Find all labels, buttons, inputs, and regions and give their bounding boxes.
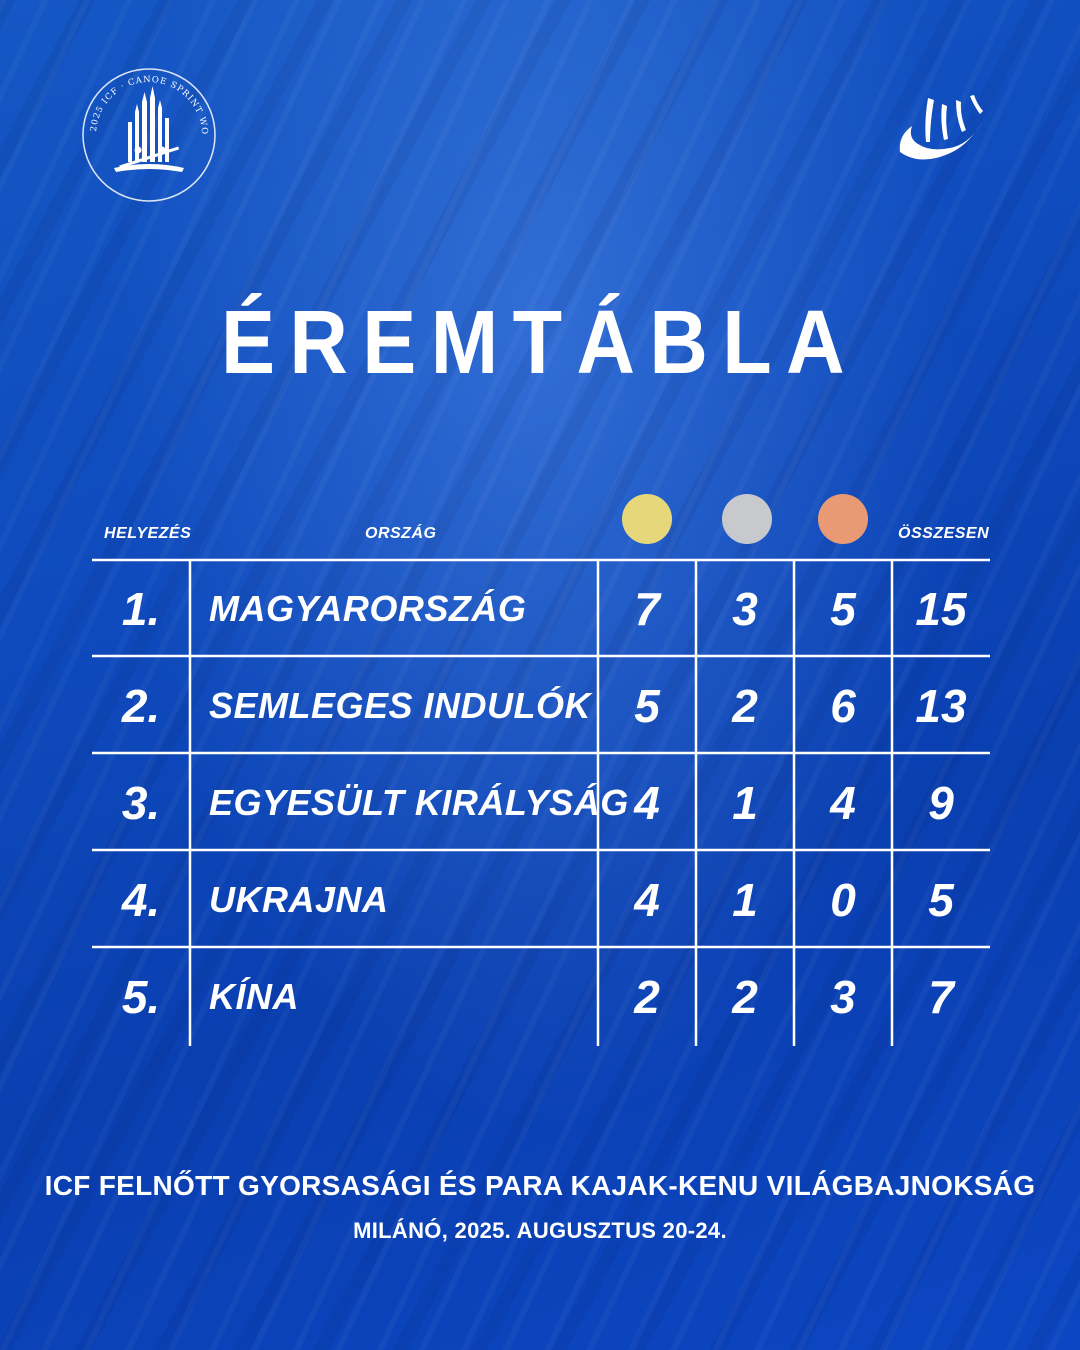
total-count-cell: 7 bbox=[928, 971, 954, 1023]
bronze-count-cell: 0 bbox=[830, 874, 856, 926]
country-cell: EGYESÜLT KIRÁLYSÁG bbox=[209, 782, 629, 823]
total-count-cell: 13 bbox=[915, 680, 967, 732]
column-header-total: ÖSSZESEN bbox=[898, 525, 990, 542]
silver-count-cell: 3 bbox=[732, 583, 758, 635]
country-cell: MAGYARORSZÁG bbox=[209, 588, 527, 629]
gold-count-cell: 4 bbox=[634, 777, 660, 829]
gold-count-cell: 2 bbox=[634, 971, 660, 1023]
total-count-cell: 9 bbox=[928, 777, 954, 829]
country-cell: SEMLEGES INDULÓK bbox=[209, 685, 592, 726]
total-count-cell: 5 bbox=[928, 874, 954, 926]
table-row: 1. MAGYARORSZÁG 7 3 5 15 bbox=[92, 561, 990, 657]
gold-count-cell: 7 bbox=[634, 583, 660, 635]
rank-cell: 5. bbox=[121, 971, 161, 1023]
event-date-location: MILÁNÓ, 2025. AUGUSZTUS 20-24. bbox=[353, 1218, 727, 1243]
column-header-country: ORSZÁG bbox=[365, 525, 437, 542]
silver-count-cell: 1 bbox=[732, 874, 758, 926]
gold-medal-icon bbox=[622, 494, 672, 544]
bronze-count-cell: 5 bbox=[830, 583, 856, 635]
bronze-count-cell: 6 bbox=[830, 680, 856, 732]
rank-cell: 2. bbox=[121, 680, 161, 732]
country-cell: UKRAJNA bbox=[209, 879, 389, 920]
table-row: 3. EGYESÜLT KIRÁLYSÁG 4 1 4 9 bbox=[92, 755, 990, 851]
bronze-medal-icon bbox=[818, 494, 868, 544]
silver-medal-icon bbox=[722, 494, 772, 544]
rank-cell: 1. bbox=[121, 583, 161, 635]
table-row: 4. UKRAJNA 4 1 0 5 bbox=[92, 852, 990, 948]
silver-count-cell: 2 bbox=[732, 971, 758, 1023]
table-row: 5. KÍNA 2 2 3 7 bbox=[92, 949, 990, 1045]
total-count-cell: 15 bbox=[915, 583, 967, 635]
event-name: ICF FELNŐTT GYORSASÁGI ÉS PARA KAJAK-KEN… bbox=[44, 1170, 1036, 1201]
table-row: 2. SEMLEGES INDULÓK 5 2 6 13 bbox=[92, 658, 990, 754]
federation-logo bbox=[899, 95, 983, 160]
gold-count-cell: 4 bbox=[634, 874, 660, 926]
rank-cell: 3. bbox=[121, 777, 161, 829]
gold-count-cell: 5 bbox=[634, 680, 660, 732]
bronze-count-cell: 3 bbox=[830, 971, 856, 1023]
silver-count-cell: 2 bbox=[732, 680, 758, 732]
country-cell: KÍNA bbox=[209, 976, 299, 1017]
rank-cell: 4. bbox=[121, 874, 161, 926]
championship-seal-logo: 2025 ICF · CANOE SPRINT WORLD CHAMPIONSH… bbox=[78, 64, 216, 202]
silver-count-cell: 1 bbox=[732, 777, 758, 829]
page-title: ÉREMTÁBLA bbox=[220, 293, 860, 393]
column-header-place: HELYEZÉS bbox=[104, 525, 192, 542]
bronze-count-cell: 4 bbox=[830, 777, 856, 829]
